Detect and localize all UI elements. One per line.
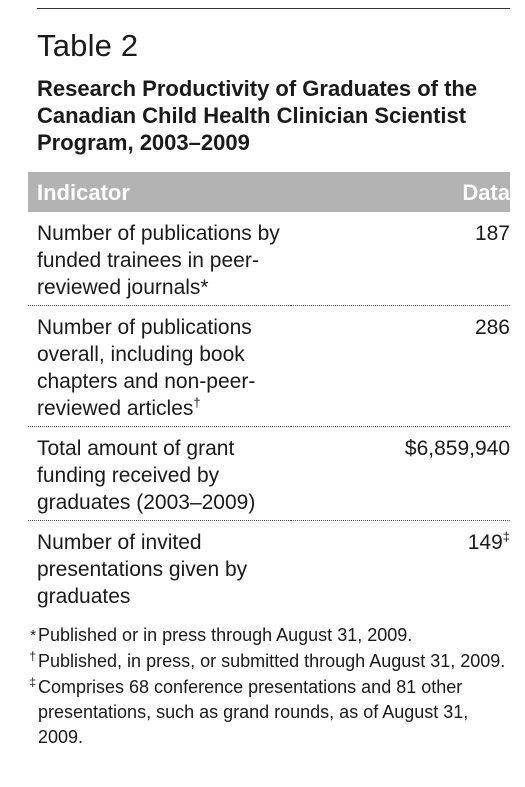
table-row: Number of invited presentations given by…	[28, 521, 510, 615]
indicator-cell: Number of publications by funded trainee…	[28, 212, 291, 306]
table-label: Table 2	[37, 28, 139, 63]
table-title: Research Productivity of Graduates of th…	[37, 76, 478, 155]
footnote-marker: *	[30, 627, 36, 644]
data-cell: $6,859,940	[291, 426, 510, 521]
table-row: Number of publications overall, includin…	[28, 305, 510, 427]
indicator-cell: Number of publications overall, includin…	[28, 305, 291, 427]
footnote: ‡ Comprises 68 conference presentations a…	[22, 675, 517, 750]
table-row: Number of publications by funded trainee…	[28, 212, 510, 306]
footnote-marker: †	[29, 649, 36, 663]
data-value: 187	[474, 222, 510, 245]
data-value: $6,859,940	[404, 437, 510, 460]
indicator-text: Total amount of grant funding received b…	[37, 437, 256, 514]
indicator-text: Number of publications overall, includin…	[37, 316, 256, 420]
footnote-text: Published, in press, or submitted throug…	[38, 651, 506, 671]
indicator-cell: Total amount of grant funding received b…	[28, 426, 291, 521]
data-table: Indicator Data Number of publications by…	[28, 172, 510, 614]
footnote-text: Comprises 68 conference presentations an…	[38, 677, 469, 747]
indicator-text: Number of publications by funded trainee…	[37, 222, 280, 299]
footnote-text: Published or in press through August 31,…	[38, 625, 413, 645]
note-marker: *	[200, 276, 209, 299]
data-cell: 149‡	[291, 521, 510, 615]
data-value: 149	[467, 531, 503, 554]
note-marker: ‡	[502, 529, 510, 544]
footnote-marker: ‡	[29, 675, 36, 689]
data-value: 286	[474, 316, 510, 339]
footnote: † Published, in press, or submitted throu…	[22, 649, 517, 674]
indicator-cell: Number of invited presentations given by…	[28, 521, 291, 615]
table-row: Total amount of grant funding received b…	[28, 426, 510, 521]
header-cell: Indicator	[28, 172, 291, 212]
indicator-text: Number of invited presentations given by…	[37, 531, 248, 608]
data-cell: 187	[291, 212, 510, 306]
header-row: Indicator Data	[28, 172, 510, 212]
data-cell: 286	[291, 305, 510, 427]
footnotes: * Published or in press through August 31…	[22, 623, 517, 751]
header-cell: Data	[291, 172, 510, 212]
note-marker: †	[193, 395, 201, 410]
footnote: * Published or in press through August 31…	[22, 623, 517, 648]
top-rule	[37, 8, 510, 9]
